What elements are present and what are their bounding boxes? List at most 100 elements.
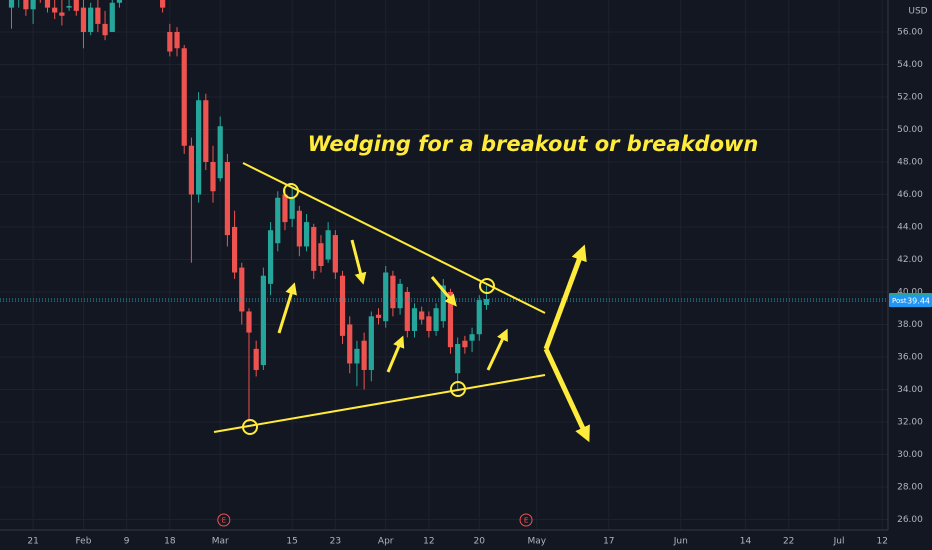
x-tick-label: 12 [423,537,434,547]
candle-body [23,0,29,10]
candle-body [483,298,490,305]
candle-body [296,210,302,247]
arrow [430,276,457,307]
x-tick-label: May [528,537,547,547]
price-badge-label: Post [892,297,907,305]
y-tick-label: 50.00 [897,125,923,135]
candle-body [167,32,173,52]
candle-body [253,348,259,370]
candle-body [52,7,58,13]
price-badge-value: 39.44 [907,297,930,306]
candle-body [59,12,65,16]
candle-body [30,0,36,10]
candle-body [455,343,461,374]
grid [0,0,888,530]
y-tick-label: 26.00 [897,515,923,525]
candle-body [8,0,15,8]
x-tick-label: 23 [330,537,341,547]
candle-body [332,235,338,273]
y-tick-label: 28.00 [897,482,923,492]
breakout-arrow [543,244,587,350]
candle-body [210,161,216,192]
candle-body [282,194,288,223]
candle-body [260,275,266,366]
candle-body [368,316,374,370]
candle-body [174,32,180,49]
pivot-circle [479,278,495,294]
x-tick-label: 18 [164,537,176,547]
candle-body [383,272,389,322]
candle-body [433,308,439,331]
pivot-circle [283,183,299,199]
candle-body [419,311,425,320]
candle-body [404,291,410,331]
candle-body [426,316,432,331]
candle-body [181,48,187,146]
candle-body [476,300,482,335]
x-tick-label: Apr [378,537,394,547]
y-tick-label: 30.00 [897,450,923,460]
candle-body [325,230,331,260]
candle-body [116,0,123,3]
y-tick-label: 34.00 [897,385,923,395]
y-tick-label: 38.00 [897,320,923,330]
candle-body [246,311,252,333]
x-tick-label: 17 [603,537,614,547]
candle-body [160,0,166,8]
arrow [277,282,297,334]
x-tick-label: Mar [212,537,229,547]
candle-body [66,6,72,8]
axes: 26.00 28.00 30.00 32.00 34.00 36.00 38.00 40.00… [27,28,932,547]
x-tick-label: Jul [833,537,845,547]
y-tick-label: 52.00 [897,92,923,102]
candle-body [267,230,274,284]
candle-body [231,226,238,273]
earnings-label: E [222,517,226,525]
breakdown-arrow [543,347,590,443]
candle-body [289,197,295,219]
candle-body [375,314,382,318]
candle-body [347,324,353,364]
candle-body [462,340,468,348]
candle-body [275,197,281,244]
candle-body [311,226,317,271]
y-tick-label: 40.00 [897,287,923,297]
pivot-circle [242,419,258,435]
x-tick-label: 22 [783,537,794,547]
earnings-label: E [524,517,528,525]
x-tick-label: 20 [474,537,486,547]
candle-body [80,7,87,33]
candle-body [239,267,245,312]
candle-body [224,161,230,236]
x-tick-label: Jun [673,537,688,547]
lower-trendline [213,374,546,433]
x-tick-label: 14 [740,537,752,547]
currency: USD [908,7,927,17]
earnings-marker [217,513,231,527]
candle-body [196,100,202,195]
candle-body [303,222,310,247]
drawings [213,162,590,443]
candle-body [88,7,94,33]
x-tick-label: Feb [76,537,92,547]
candle-body [102,23,108,36]
candle-body [203,100,209,162]
candle-body [217,126,223,179]
arrow [350,239,367,285]
candle-body [411,308,418,331]
earnings-marker [519,513,533,527]
arrow [486,328,508,371]
candle-body [440,285,446,322]
candle-body [354,348,360,364]
y-tick-label: 32.00 [897,417,923,427]
annotation: Wedging for a breakout or breakdown [308,132,759,156]
candle-body [188,145,195,195]
y-tick-label: 56.00 [897,28,923,38]
pivot-circle [450,381,466,397]
candle-body [95,7,101,24]
y-tick-label: 48.00 [897,157,923,167]
x-tick-label: 21 [27,537,38,547]
arrow [386,335,405,373]
